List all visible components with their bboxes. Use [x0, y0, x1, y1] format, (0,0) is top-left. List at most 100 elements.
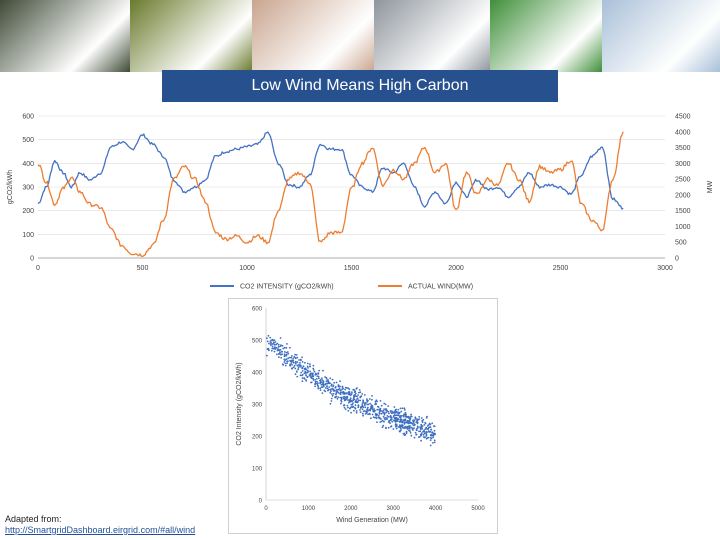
scatter-point — [353, 398, 356, 401]
x-tick-label: 4000 — [429, 506, 443, 512]
scatter-point — [387, 426, 390, 429]
scatter-point — [408, 420, 411, 422]
scatter-point — [418, 418, 421, 420]
scatter-point — [315, 378, 318, 380]
scatter-point — [421, 419, 424, 422]
scatter-point — [410, 413, 412, 416]
scatter-point — [307, 369, 309, 372]
scatter-point — [378, 411, 381, 414]
scatter-point — [301, 377, 304, 380]
scatter-point — [382, 424, 385, 427]
scatter-point — [384, 403, 387, 406]
scatter-point — [306, 376, 309, 379]
scatter-point — [317, 377, 320, 380]
scatter-point — [427, 428, 429, 431]
scatter-point — [267, 349, 270, 352]
scatter-point — [294, 353, 297, 356]
scatter-point — [283, 361, 286, 363]
scatter-point — [354, 393, 356, 396]
scatter-point — [433, 439, 436, 442]
scatter-point — [403, 432, 406, 435]
scatter-point — [297, 368, 299, 371]
scatter-point — [349, 392, 351, 395]
scatter-point — [420, 434, 422, 437]
scatter-point — [399, 415, 402, 417]
scatter-point — [330, 390, 332, 392]
scatter-point — [293, 355, 296, 358]
scatter-point — [361, 412, 364, 415]
scatter-point — [355, 410, 358, 412]
scatter-point — [290, 356, 293, 359]
x-tick-label: 500 — [137, 265, 149, 272]
scatter-point — [358, 389, 361, 391]
scatter-point — [324, 387, 327, 389]
scatter-point — [357, 394, 359, 396]
scatter-point — [334, 386, 337, 389]
scatter-point — [423, 424, 426, 426]
scatter-point — [317, 375, 320, 378]
scatter-point — [378, 408, 380, 411]
scatter-point — [415, 429, 418, 431]
scatter-point — [361, 403, 364, 405]
scatter-point — [344, 399, 347, 401]
scatter-point — [290, 367, 293, 370]
scatter-point — [312, 364, 315, 367]
y-tick-label: 500 — [252, 339, 263, 345]
scatter-point — [417, 426, 419, 429]
scatter-point — [287, 357, 290, 360]
scatter-point — [418, 436, 421, 438]
scatter-point — [371, 398, 373, 401]
source-link[interactable]: http://SmartgridDashboard.eirgrid.com/#a… — [5, 525, 196, 535]
scatter-point — [296, 361, 299, 363]
y-tick-label: 0 — [30, 256, 34, 263]
scatter-point — [300, 371, 303, 374]
scatter-point — [349, 407, 351, 410]
scatter-point — [379, 400, 382, 402]
scatter-point — [395, 416, 398, 419]
y-tick-label: 100 — [22, 232, 34, 239]
scatter-point — [366, 399, 368, 402]
scatter-point — [376, 408, 379, 411]
scatter-point — [415, 417, 417, 420]
scatter-point — [399, 421, 401, 423]
scatter-point — [344, 388, 346, 391]
scatter-point — [362, 399, 364, 402]
scatter-point — [415, 421, 418, 423]
scatter-point — [426, 415, 428, 418]
scatter-point — [344, 408, 347, 411]
scatter-point — [386, 409, 388, 412]
scatter-point — [266, 348, 269, 350]
scatter-point — [362, 406, 365, 409]
scatter-point — [322, 369, 324, 372]
scatter-point — [276, 349, 279, 352]
scatter-point — [314, 383, 316, 386]
scatter-point — [376, 421, 378, 424]
scatter-point — [340, 399, 342, 402]
scatter-point — [296, 364, 299, 367]
legend-label: CO2 INTENSITY (gCO2/kWh) — [240, 284, 334, 291]
scatter-point — [314, 379, 317, 381]
y2-tick-label: 1000 — [675, 224, 691, 231]
scatter-point — [266, 354, 268, 357]
scatter-point — [371, 408, 374, 411]
biogas-plant-photo — [602, 0, 720, 72]
scatter-point — [387, 405, 390, 407]
scatter-point — [427, 436, 430, 439]
scatter-point — [317, 373, 320, 375]
scatter-point — [347, 406, 349, 409]
scatter-point — [294, 362, 297, 364]
scatter-point — [294, 367, 297, 370]
y2-tick-label: 2500 — [675, 177, 691, 184]
scatter-point — [349, 397, 352, 400]
x-tick-label: 3000 — [387, 506, 401, 512]
scatter-point — [393, 417, 396, 420]
y2-tick-label: 1500 — [675, 208, 691, 215]
y-tick-label: 300 — [22, 185, 34, 192]
scatter-point — [399, 407, 402, 410]
scatter-point — [350, 399, 353, 402]
scatter-point — [421, 428, 424, 430]
scatter-point — [351, 391, 353, 394]
scatter-point — [397, 414, 400, 417]
y-tick-label: 600 — [22, 114, 34, 121]
scatter-point — [356, 395, 358, 398]
